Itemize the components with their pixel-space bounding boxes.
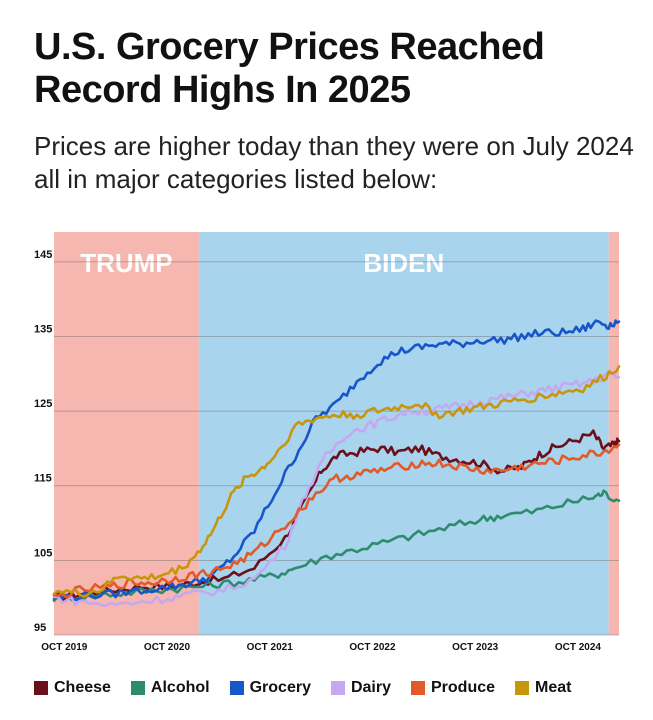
- x-tick-label: OCT 2021: [247, 642, 294, 653]
- period-band-2: [608, 232, 619, 635]
- chart-title: U.S. Grocery Prices Reached Record Highs…: [34, 26, 545, 111]
- legend-swatch: [411, 681, 425, 695]
- chart-subtitle: Prices are higher today than they were o…: [34, 131, 634, 194]
- legend-item-dairy: Dairy: [330, 679, 391, 697]
- series-line-grocery: [52, 319, 621, 602]
- y-tick-label: 125: [34, 398, 52, 410]
- y-tick-label: 115: [34, 473, 52, 485]
- series-line-meat: [52, 365, 621, 598]
- legend-item-produce: Produce: [411, 679, 495, 697]
- legend-label: Alcohol: [150, 679, 210, 696]
- period-label-trump: TRUMP: [80, 248, 172, 278]
- period-label-biden: BIDEN: [363, 248, 444, 278]
- legend-label: Grocery: [249, 679, 311, 696]
- legend-label: Cheese: [54, 679, 111, 696]
- x-tick-label: OCT 2023: [452, 642, 499, 653]
- y-tick-label: 135: [34, 323, 52, 335]
- legend-item-meat: Meat: [515, 679, 571, 697]
- legend: Cheese Alcohol Grocery Dairy Produce Meat: [34, 676, 644, 700]
- series-line-alcohol: [52, 489, 621, 603]
- legend-label: Produce: [431, 679, 496, 696]
- period-band-1: [198, 232, 609, 635]
- y-tick-label: 105: [34, 547, 52, 559]
- x-tick-label: OCT 2022: [349, 642, 396, 653]
- legend-swatch: [515, 681, 530, 695]
- legend-swatch: [130, 681, 145, 695]
- legend-item-grocery: Grocery: [229, 679, 311, 697]
- legend-item-alcohol: Alcohol: [130, 679, 210, 697]
- legend-label: Dairy: [350, 679, 391, 696]
- series-line-dairy: [52, 369, 621, 607]
- y-tick-label: 95: [34, 622, 46, 634]
- x-tick-label: OCT 2019: [41, 642, 88, 653]
- series-line-produce: [52, 443, 621, 599]
- legend-swatch: [34, 681, 48, 695]
- period-band-0: [54, 232, 199, 635]
- x-tick-label: OCT 2024: [555, 642, 602, 653]
- legend-item-cheese: Cheese: [34, 679, 111, 697]
- legend-label: Meat: [535, 679, 572, 696]
- legend-swatch: [330, 681, 345, 695]
- price-line-chart: TRUMP BIDEN 95 105 115 125 135 145 OCT 2019 OCT 2…: [34, 232, 621, 653]
- legend-swatch: [229, 681, 244, 695]
- x-tick-label: OCT 2020: [144, 642, 191, 653]
- y-tick-label: 145: [34, 249, 52, 261]
